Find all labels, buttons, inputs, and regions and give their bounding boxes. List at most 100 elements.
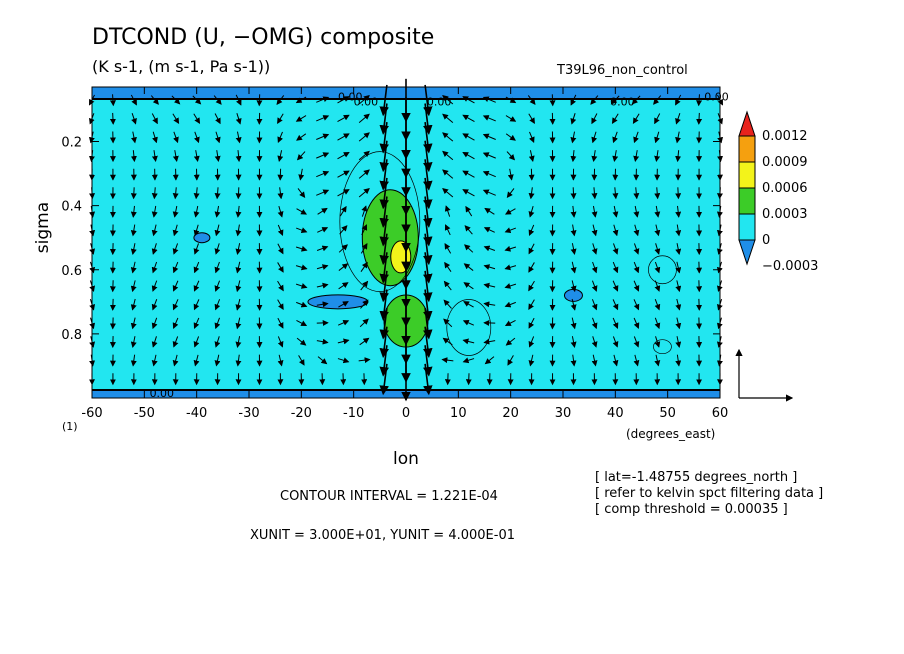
- wind-vector: [612, 354, 619, 367]
- wind-vector: [316, 152, 330, 159]
- wind-vector: [316, 96, 330, 103]
- wind-vector: [151, 280, 158, 292]
- wind-vector: [358, 132, 370, 142]
- wind-vector: [379, 215, 389, 247]
- wind-vector: [443, 318, 453, 328]
- wind-vector: [360, 299, 369, 309]
- wind-vector: [591, 205, 598, 218]
- wind-vector: [612, 280, 619, 292]
- x-tick-label: 50: [659, 406, 676, 421]
- wind-vector: [675, 243, 682, 255]
- wind-vector: [277, 224, 284, 236]
- wind-vector: [462, 96, 475, 104]
- wind-vector: [462, 170, 475, 178]
- wind-vector: [675, 187, 682, 200]
- wind-vector: [276, 95, 285, 105]
- wind-vector: [130, 280, 137, 293]
- wind-vector: [297, 188, 306, 199]
- wind-vector: [130, 336, 137, 348]
- colorbar-label: 0.0006: [762, 181, 808, 196]
- colorbar-label: 0.0009: [762, 155, 808, 170]
- wind-vector: [483, 338, 496, 345]
- wind-vector: [591, 317, 598, 330]
- x-tick-label: -10: [343, 406, 364, 421]
- contour-label: 0.00: [150, 387, 175, 400]
- wind-vector: [358, 188, 370, 198]
- wind-vector: [696, 112, 703, 125]
- wind-vector: [295, 96, 307, 104]
- wind-vector: [235, 205, 242, 218]
- wind-vector: [338, 244, 348, 253]
- wind-vector: [504, 301, 516, 308]
- wind-vector: [296, 337, 307, 346]
- chart-subtitle: (K s-1, (m s-1, Pa s-1)): [92, 57, 271, 76]
- wind-vector: [528, 280, 535, 292]
- wind-vector: [151, 187, 158, 200]
- wind-vector: [633, 224, 640, 237]
- wind-vector: [570, 150, 577, 163]
- wind-vector: [610, 95, 620, 105]
- wind-vector: [131, 131, 137, 144]
- wind-vector: [277, 113, 284, 125]
- wind-vector: [109, 112, 116, 125]
- run-label: T39L96_non_control: [557, 63, 688, 78]
- wind-vector: [151, 354, 158, 367]
- wind-vector: [193, 243, 200, 255]
- wind-vector: [277, 205, 284, 218]
- wind-vector: [235, 261, 242, 274]
- contour-label: 0.00: [704, 91, 729, 104]
- wind-vector: [214, 224, 221, 237]
- wind-vector: [528, 243, 535, 255]
- wind-vector: [338, 263, 349, 271]
- x-tick-label: 30: [555, 406, 572, 421]
- x-tick-label: -20: [291, 406, 312, 421]
- wind-vector: [570, 354, 577, 367]
- x-tick-label: -50: [134, 406, 155, 421]
- wind-vector: [591, 224, 598, 237]
- wind-vector: [591, 113, 598, 125]
- colorbar-segment: [738, 135, 756, 163]
- wind-vector: [214, 261, 221, 274]
- wind-vector: [193, 224, 200, 237]
- wind-vector: [172, 299, 179, 311]
- vector-units: XUNIT = 3.000E+01, YUNIT = 4.000E-01: [250, 528, 515, 543]
- wind-vector: [507, 168, 514, 181]
- wind-vector: [591, 187, 598, 200]
- wind-vector: [298, 355, 305, 366]
- x-axis-label: lon: [393, 449, 419, 469]
- wind-vector: [505, 133, 516, 141]
- wind-vector: [172, 317, 179, 329]
- wind-vector: [151, 299, 158, 311]
- wind-vector: [130, 298, 137, 311]
- wind-vector: [611, 113, 619, 124]
- wind-vector: [591, 243, 598, 255]
- wind-vector: [379, 103, 389, 135]
- wind-vector: [612, 317, 619, 329]
- wind-vector: [358, 113, 370, 123]
- wind-vector: [235, 150, 242, 163]
- wind-vector: [316, 170, 330, 178]
- wind-vector: [337, 189, 350, 197]
- wind-vector: [675, 280, 682, 293]
- wind-vector: [235, 187, 242, 200]
- wind-vector: [443, 280, 452, 291]
- wind-vector: [591, 261, 598, 274]
- wind-vector: [295, 264, 308, 271]
- wind-vector: [193, 187, 200, 200]
- wind-vector: [379, 307, 389, 340]
- x-tick-label: 0: [402, 406, 410, 421]
- wind-vector: [463, 301, 474, 308]
- wind-vector: [444, 243, 452, 254]
- wind-vector: [570, 94, 577, 106]
- wind-vector: [235, 94, 242, 106]
- wind-vector: [591, 280, 598, 292]
- x-tick-label: 40: [607, 406, 624, 421]
- wind-vector: [653, 95, 662, 105]
- wind-vector: [295, 245, 308, 252]
- wind-vector: [337, 170, 350, 178]
- wind-vector: [633, 205, 640, 218]
- wind-vector: [442, 150, 454, 161]
- wind-vector: [590, 95, 599, 105]
- wind-vector: [423, 196, 433, 228]
- wind-vector: [214, 113, 221, 125]
